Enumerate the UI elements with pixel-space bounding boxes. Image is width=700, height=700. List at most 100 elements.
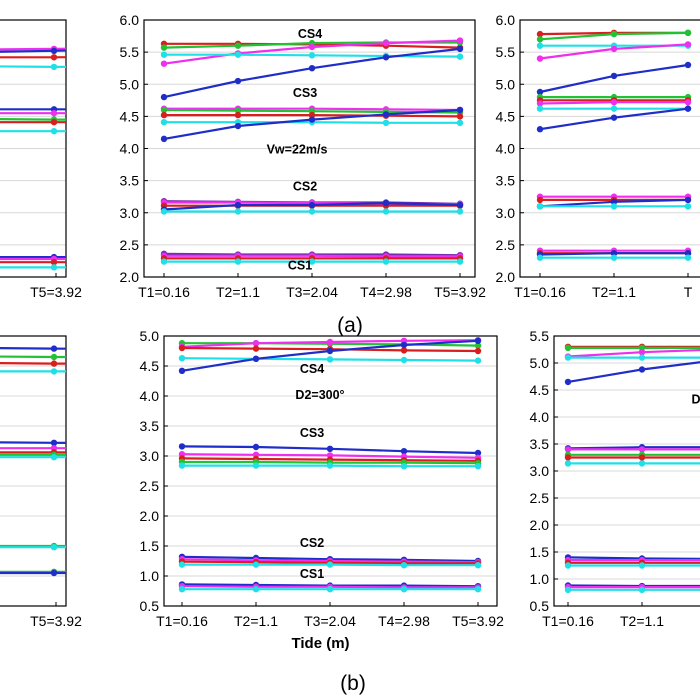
- data-point: [252, 340, 260, 347]
- data-point: [326, 338, 334, 346]
- data-point: [684, 61, 692, 69]
- data-point: [638, 562, 646, 569]
- data-point: [474, 342, 482, 349]
- y-tick-label: 3.0: [496, 205, 516, 221]
- data-point: [638, 446, 646, 453]
- data-point: [50, 360, 58, 367]
- x-tick-label: T1=0.16: [514, 284, 566, 300]
- data-point: [252, 355, 260, 362]
- y-tick-label: 5.0: [140, 328, 160, 344]
- x-tick-label: T5=3.92: [452, 613, 504, 629]
- series-line-blue: [567, 584, 700, 588]
- y-tick-label: 3.5: [496, 173, 516, 189]
- data-point: [234, 208, 242, 215]
- data-point: [638, 454, 646, 461]
- data-point: [178, 367, 186, 374]
- y-tick-label: 2.0: [140, 508, 160, 524]
- data-point: [125, 368, 131, 374]
- data-point: [125, 128, 131, 134]
- data-point: [610, 114, 618, 121]
- data-point: [684, 99, 692, 106]
- series-line-magenta: [567, 348, 700, 358]
- data-point: [50, 544, 58, 551]
- data-point: [564, 446, 572, 453]
- y-tick-label: 3.5: [140, 418, 160, 434]
- data-point: [610, 250, 618, 257]
- data-point: [252, 443, 260, 451]
- data-point: [456, 113, 464, 120]
- data-point: [382, 199, 390, 207]
- data-point: [382, 111, 390, 118]
- data-point: [610, 203, 618, 210]
- series-line-magenta: [0, 447, 66, 450]
- data-point: [456, 119, 464, 127]
- y-tick-label: 2.0: [120, 269, 140, 285]
- data-point: [234, 122, 242, 130]
- data-point: [400, 562, 408, 569]
- y-tick-label: 3.0: [140, 448, 160, 464]
- data-point: [125, 360, 131, 366]
- data-point: [160, 51, 168, 58]
- data-point: [610, 254, 618, 261]
- plot-frame: [0, 335, 67, 607]
- annotation-cs1: CS1: [300, 567, 324, 581]
- data-point: [160, 258, 168, 265]
- y-tick-label: 1.0: [530, 571, 550, 587]
- y-tick-label: 4.0: [496, 141, 516, 157]
- data-point: [456, 45, 464, 53]
- data-point: [50, 109, 58, 117]
- data-point: [326, 356, 334, 363]
- data-point: [400, 586, 408, 593]
- data-point: [125, 570, 131, 576]
- data-point: [50, 345, 58, 352]
- data-point: [125, 440, 131, 446]
- series-line-blue: [567, 446, 700, 450]
- data-point: [474, 586, 482, 593]
- series-line-blue: [567, 361, 700, 383]
- data-point: [400, 341, 408, 349]
- panel-label-b: (b): [340, 672, 366, 695]
- y-tick-label: 5.0: [530, 355, 550, 371]
- data-point: [234, 42, 242, 49]
- annotation-condition: D2=300°: [295, 388, 344, 402]
- y-tick-label: 1.0: [140, 568, 160, 584]
- y-tick-label: 2.0: [530, 517, 550, 533]
- y-tick-label: 1.5: [140, 538, 160, 554]
- data-point: [234, 51, 242, 58]
- data-point: [50, 264, 58, 271]
- data-point: [50, 368, 58, 375]
- data-point: [50, 439, 58, 446]
- annotation-cs4: CS4: [298, 27, 322, 41]
- series-group: [160, 37, 464, 265]
- annotation-cs3: CS3: [293, 86, 317, 100]
- data-point: [474, 357, 482, 364]
- data-point: [536, 88, 544, 96]
- series-line-blue: [0, 347, 66, 350]
- data-point: [638, 354, 646, 361]
- x-tick-label: T5=3.92: [30, 613, 82, 629]
- data-point: [564, 354, 572, 361]
- series-line-blue: [0, 108, 66, 111]
- y-tick-label: 2.0: [496, 269, 516, 285]
- data-point: [536, 254, 544, 261]
- data-point: [326, 586, 334, 593]
- data-point: [638, 586, 646, 593]
- y-tick-label: 5.0: [496, 76, 516, 92]
- data-point: [638, 349, 646, 356]
- chart-a-right-partial: 2.0 2.5 3.0 3.5 4.0 4.5 5.0 5.5 6.0 T1=0.16 T2=1.1…: [496, 12, 700, 300]
- panel-label-a: (a): [337, 314, 363, 337]
- chart-b-left-partial: 8T5=3.92: [0, 335, 131, 629]
- data-point: [234, 111, 242, 119]
- y-tick-label: 4.0: [140, 388, 160, 404]
- data-point: [684, 41, 692, 48]
- y-tick-label: 2.5: [140, 478, 160, 494]
- data-point: [474, 449, 482, 457]
- x-tick-label: T5=3.92: [30, 284, 82, 300]
- chart-b-middle: 0.5 1.0 1.5 2.0 2.5 3.0 3.5 4.0 4.5 5.0 T1=0.16 T2=…: [140, 328, 505, 652]
- series-group: [536, 29, 692, 261]
- data-point: [252, 345, 260, 352]
- data-point: [125, 445, 131, 451]
- data-point: [536, 42, 544, 49]
- y-tick-label: 0.5: [140, 598, 160, 614]
